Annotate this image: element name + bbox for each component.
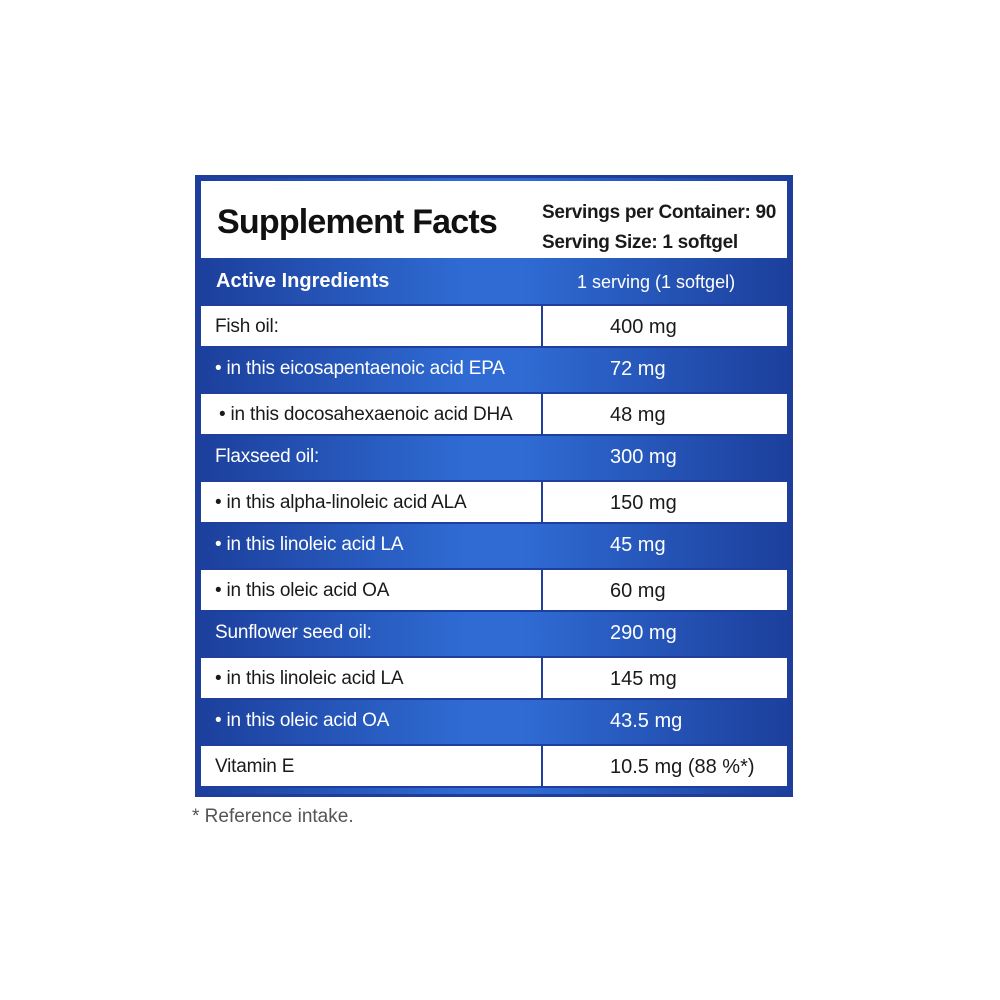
column-divider	[541, 482, 543, 522]
supplement-facts-panel: Supplement Facts Servings per Container:…	[195, 175, 793, 797]
ingredient-amount: 10.5 mg (88 %*)	[610, 756, 755, 778]
ingredient-amount: 290 mg	[610, 622, 677, 644]
table-row: • in this docosahexaenoic acid DHA 48 mg	[201, 392, 787, 436]
ingredient-amount: 72 mg	[610, 358, 666, 380]
ingredient-amount: 300 mg	[610, 446, 677, 468]
servings-per-container: Servings per Container: 90	[542, 202, 776, 223]
ingredient-name: Vitamin E	[215, 756, 295, 777]
ingredient-name: • in this oleic acid OA	[215, 580, 390, 601]
column-header-row: Active Ingredients 1 serving (1 softgel)	[201, 258, 787, 304]
ingredient-table: Fish oil: 400 mg • in this eicosapentaen…	[201, 304, 787, 788]
table-row: • in this alpha-linoleic acid ALA 150 mg	[201, 480, 787, 524]
ingredient-name: • in this linoleic acid LA	[215, 668, 404, 689]
ingredient-name: • in this eicosapentaenoic acid EPA	[215, 358, 505, 379]
ingredient-amount: 400 mg	[610, 316, 677, 338]
table-row: • in this oleic acid OA 43.5 mg	[201, 700, 787, 744]
ingredient-name: • in this docosahexaenoic acid DHA	[219, 404, 513, 425]
serving-info: Servings per Container: 90 Serving Size:…	[542, 198, 776, 258]
column-divider	[541, 658, 543, 698]
table-row: • in this linoleic acid LA 145 mg	[201, 656, 787, 700]
table-row: • in this oleic acid OA 60 mg	[201, 568, 787, 612]
page-title: Supplement Facts	[217, 203, 498, 241]
ingredient-name: • in this alpha-linoleic acid ALA	[215, 492, 467, 513]
table-row: • in this eicosapentaenoic acid EPA 72 m…	[201, 348, 787, 392]
table-row: • in this linoleic acid LA 45 mg	[201, 524, 787, 568]
table-row: Vitamin E 10.5 mg (88 %*)	[201, 744, 787, 788]
ingredient-amount: 145 mg	[610, 668, 677, 690]
ingredient-name: Sunflower seed oil:	[215, 622, 372, 643]
facts-header: Supplement Facts Servings per Container:…	[201, 181, 787, 258]
column-divider	[541, 394, 543, 434]
ingredient-name: • in this linoleic acid LA	[215, 534, 404, 555]
footnote: * Reference intake.	[192, 806, 354, 827]
serving-size: Serving Size: 1 softgel	[542, 232, 738, 253]
table-row: Sunflower seed oil: 290 mg	[201, 612, 787, 656]
table-row: Flaxseed oil: 300 mg	[201, 436, 787, 480]
column-header-ingredients: Active Ingredients	[216, 270, 390, 292]
ingredient-amount: 48 mg	[610, 404, 666, 426]
ingredient-amount: 45 mg	[610, 534, 666, 556]
column-divider	[541, 746, 543, 786]
ingredient-amount: 150 mg	[610, 492, 677, 514]
table-row: Fish oil: 400 mg	[201, 304, 787, 348]
ingredient-name: Flaxseed oil:	[215, 446, 320, 467]
column-header-amount: 1 serving (1 softgel)	[577, 272, 736, 292]
column-divider	[541, 306, 543, 346]
ingredient-amount: 43.5 mg	[610, 710, 683, 732]
ingredient-name: Fish oil:	[215, 316, 279, 337]
ingredient-name: • in this oleic acid OA	[215, 710, 390, 731]
column-divider	[541, 570, 543, 610]
ingredient-amount: 60 mg	[610, 580, 666, 602]
